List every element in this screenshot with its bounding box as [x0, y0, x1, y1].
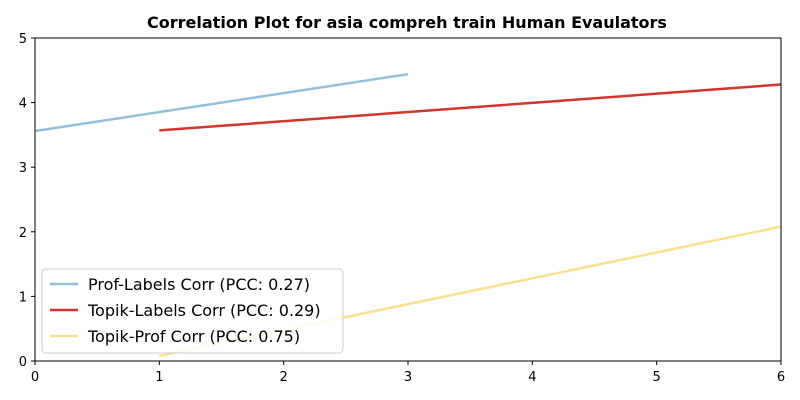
- legend-box: [41, 268, 344, 354]
- x-tick-label: 6: [777, 370, 785, 385]
- y-tick-label: 4: [19, 97, 27, 112]
- x-tick-label: 5: [653, 370, 661, 385]
- legend-entry-3: Topik-Prof Corr (PCC: 0.75): [87, 327, 300, 346]
- y-tick-label: 2: [19, 226, 27, 241]
- x-tick-label: 1: [155, 370, 163, 385]
- legend-entry-1: Prof-Labels Corr (PCC: 0.27): [88, 275, 310, 294]
- y-tick-label: 0: [19, 355, 27, 370]
- chart-title: Correlation Plot for asia compreh train …: [147, 13, 667, 32]
- y-tick-label: 5: [19, 32, 27, 47]
- y-tick-label: 3: [19, 161, 27, 176]
- series-line-1: [35, 72, 409, 133]
- x-tick-label: 4: [528, 370, 536, 385]
- x-tick-label: 0: [31, 370, 39, 385]
- legend-entry-2: Topik-Labels Corr (PCC: 0.29): [87, 301, 321, 320]
- legend: Prof-Labels Corr (PCC: 0.27) Topik-Labels…: [41, 268, 344, 354]
- series-line-2: [159, 83, 781, 132]
- x-tick-label: 2: [280, 370, 288, 385]
- y-tick-label: 1: [19, 290, 27, 305]
- x-tick-label: 3: [404, 370, 412, 385]
